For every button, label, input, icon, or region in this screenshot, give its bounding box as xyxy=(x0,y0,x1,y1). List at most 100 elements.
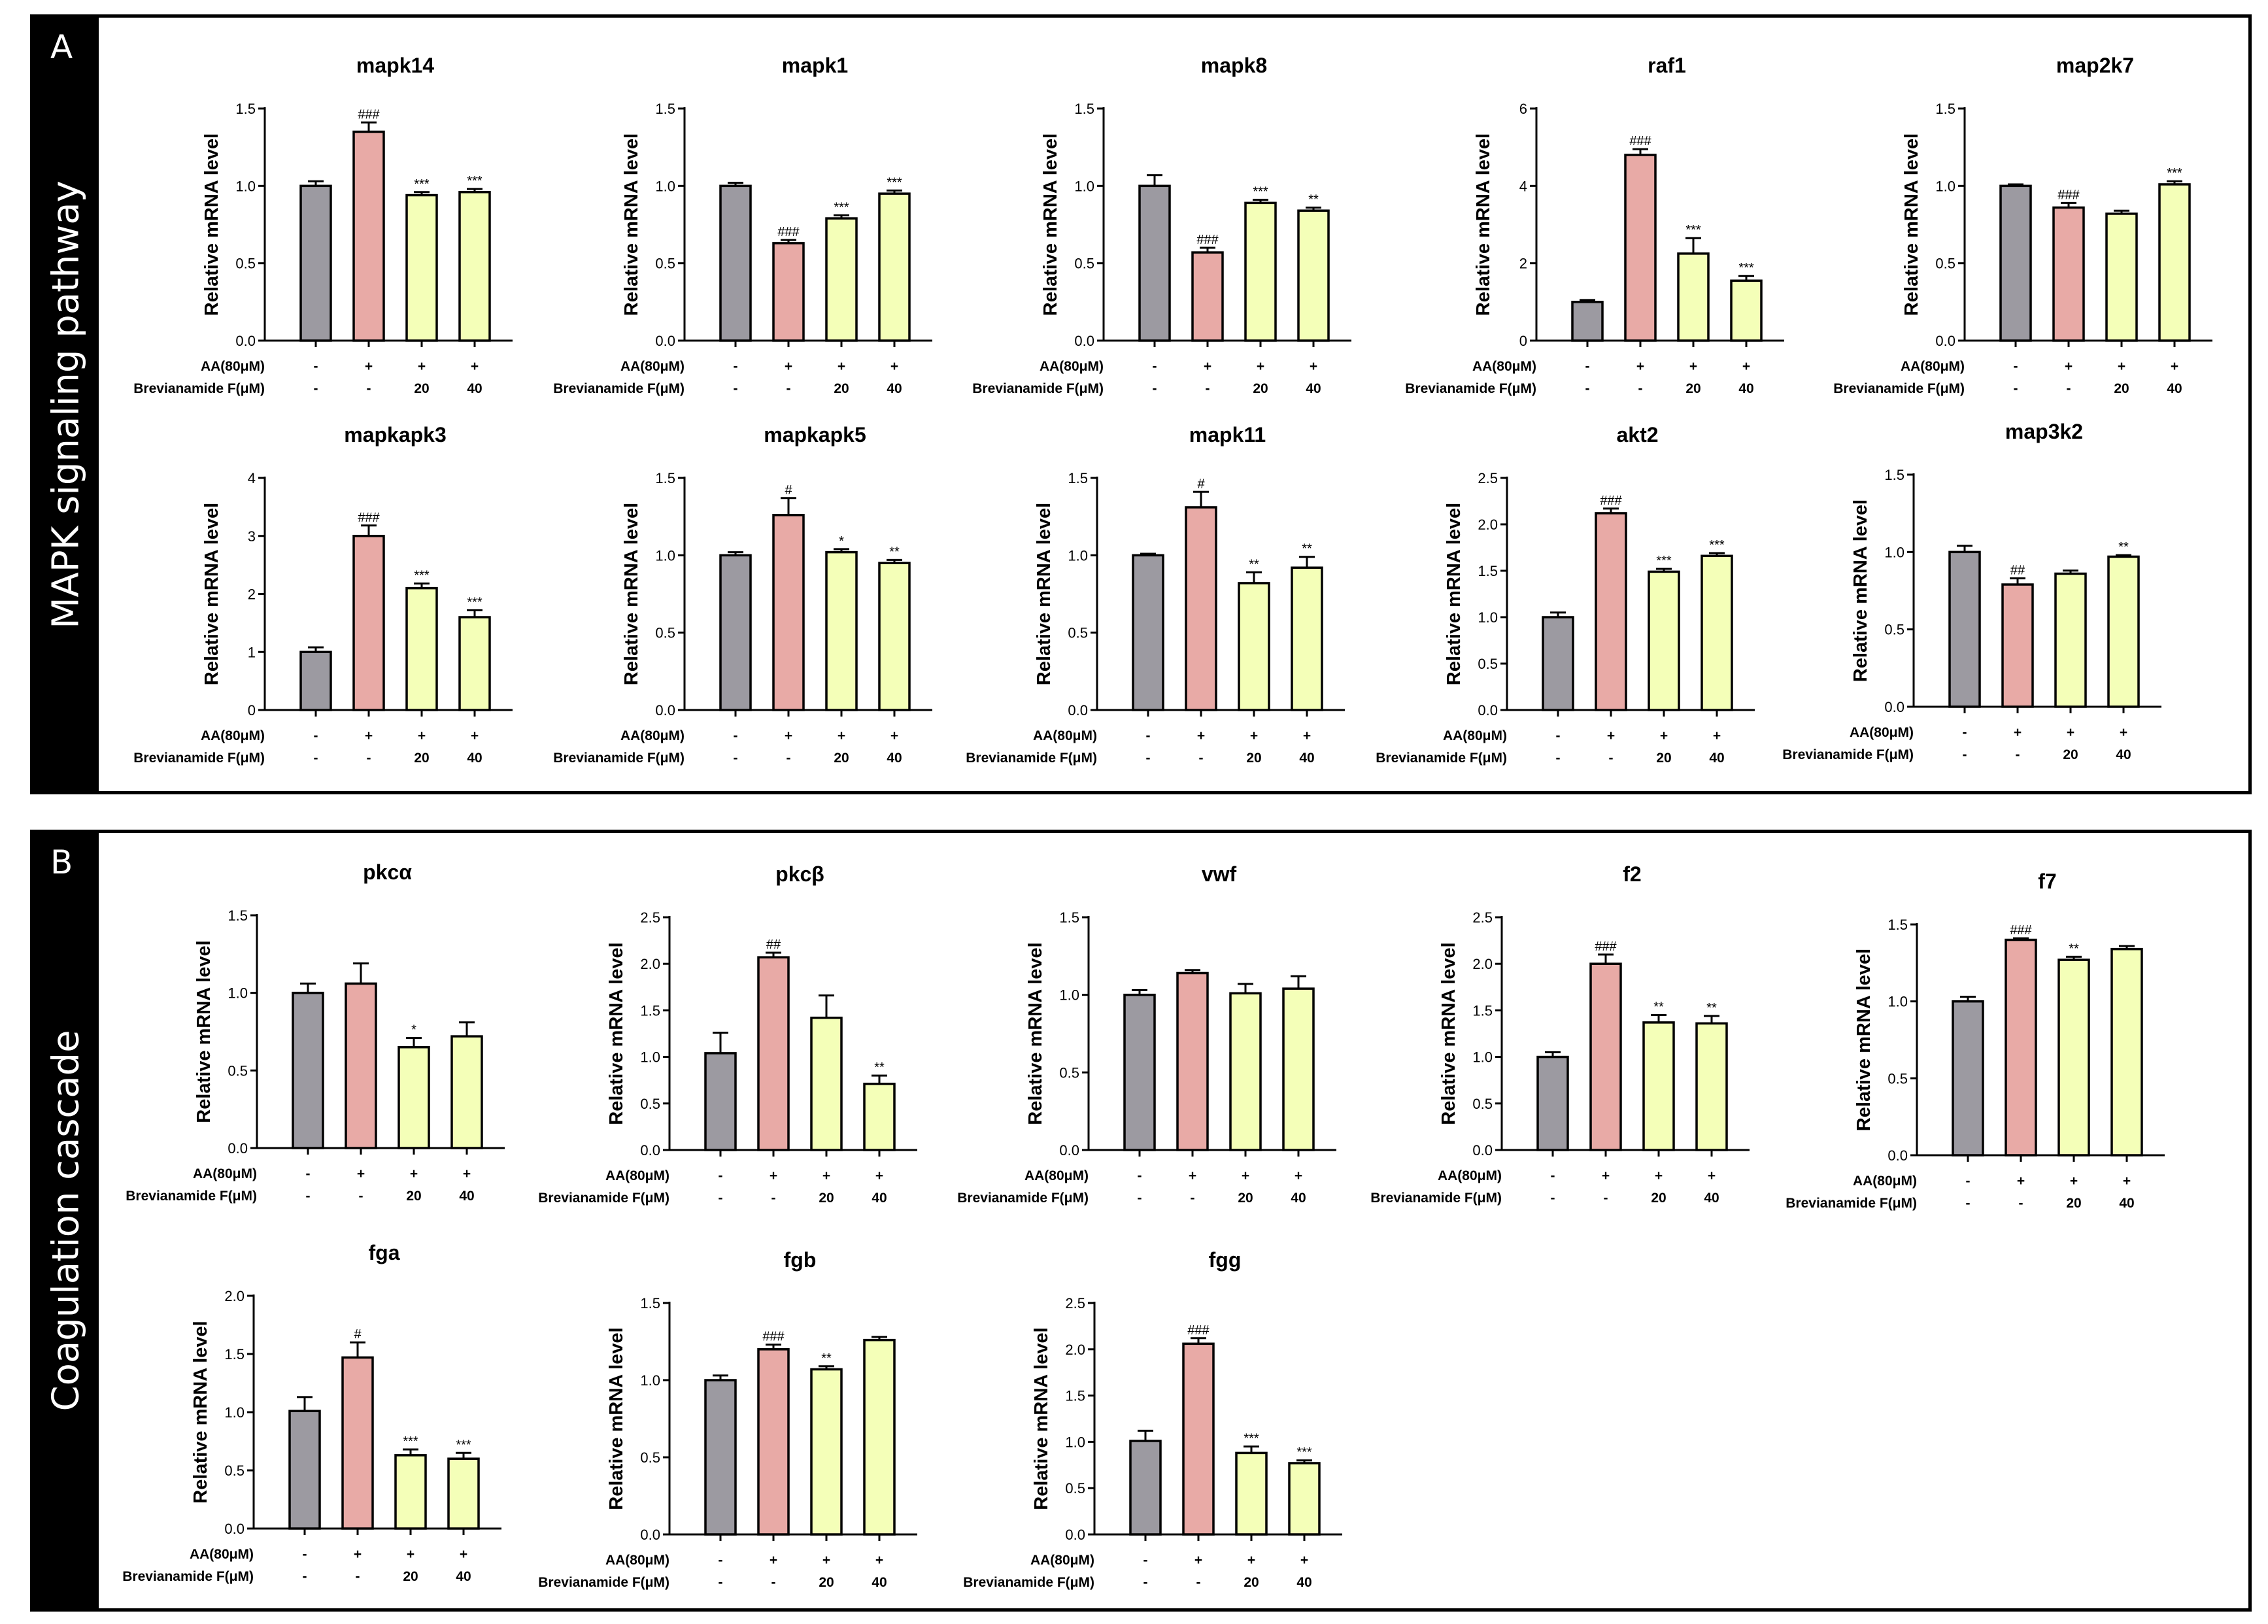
significance-mark: *** xyxy=(1244,1431,1259,1446)
bar xyxy=(719,554,752,711)
y-tick-label: 0.0 xyxy=(655,333,675,349)
group-row-dose: - xyxy=(2067,381,2071,396)
row-label-dose: Brevianamide F(μM) xyxy=(1376,751,1507,766)
y-tick-label: 1.0 xyxy=(1478,609,1498,626)
y-axis-label: Relative mRNA level xyxy=(194,940,214,1123)
group-row-dose: - xyxy=(1556,751,1561,766)
significance-mark: ### xyxy=(1629,134,1651,148)
chart-title: f7 xyxy=(2038,870,2056,893)
chart-pkcβ: pkcβ Relative mRNA level 0.0 0.5 1.0 1.5 2.0 2.… xyxy=(538,862,917,1206)
chart-title: akt2 xyxy=(1616,423,1658,447)
bar xyxy=(1952,1000,1984,1157)
row-label-aa: AA(80μM) xyxy=(605,1168,669,1183)
significance-mark: # xyxy=(354,1327,362,1342)
significance-mark: *** xyxy=(834,200,849,214)
chart-title: mapk1 xyxy=(782,54,848,77)
row-label-aa: AA(80μM) xyxy=(1040,359,1104,374)
y-tick-label: 1.0 xyxy=(235,178,256,194)
group-row-dose: - xyxy=(1191,1191,1195,1206)
chart-map3k2: map3k2 Relative mRNA level 0.0 0.5 1.0 1.5 - - #… xyxy=(1782,420,2161,762)
group-row-dose: 20 xyxy=(414,381,429,396)
y-tick-label: 0.0 xyxy=(1059,1142,1079,1159)
bar xyxy=(1648,570,1680,711)
y-tick-label: 0.5 xyxy=(640,1449,660,1466)
group-row-dose: - xyxy=(359,1189,364,1204)
bar xyxy=(292,991,324,1149)
y-tick-label: 1.0 xyxy=(1068,547,1088,564)
group-row-aa: - xyxy=(1153,359,1157,374)
row-label-aa: AA(80μM) xyxy=(1030,1553,1094,1568)
y-tick-label: 0.5 xyxy=(1935,256,1955,272)
y-tick-label: 1.5 xyxy=(235,101,256,117)
significance-mark: # xyxy=(1197,477,1205,491)
significance-mark: * xyxy=(839,534,844,549)
y-axis-label: Relative mRNA level xyxy=(1438,942,1459,1125)
group-row-dose: 40 xyxy=(872,1575,887,1590)
y-tick-label: 1.5 xyxy=(1068,470,1088,486)
group-row-dose: 20 xyxy=(406,1189,421,1204)
row-label-aa: AA(80μM) xyxy=(1438,1168,1502,1183)
y-tick-label: 4 xyxy=(1519,178,1527,194)
bar xyxy=(810,1368,843,1536)
panel-a-letter: A xyxy=(50,28,73,66)
group-row-dose: - xyxy=(787,751,791,766)
group-row-dose: 40 xyxy=(1738,381,1753,396)
y-axis-label: Relative mRNA level xyxy=(1025,942,1046,1125)
y-axis-label: Relative mRNA level xyxy=(1034,503,1055,685)
bar xyxy=(1297,209,1330,342)
bar xyxy=(1701,554,1733,711)
y-tick-label: 2.0 xyxy=(1472,956,1493,972)
group-row-dose: 40 xyxy=(467,381,482,396)
group-row-aa: + xyxy=(1250,728,1258,743)
row-label-aa: AA(80μM) xyxy=(1024,1168,1089,1183)
group-row-aa: + xyxy=(890,359,898,374)
y-tick-label: 1.0 xyxy=(1065,1434,1085,1450)
row-label-aa: AA(80μM) xyxy=(1850,725,1914,740)
group-row-aa: + xyxy=(875,1553,883,1568)
significance-mark: *** xyxy=(2167,166,2182,180)
group-row-dose: - xyxy=(1963,747,1967,762)
group-row-dose: - xyxy=(1966,1196,1971,1211)
chart-mapkapk3: mapkapk3 Relative mRNA level 0 1 2 3 4 - - ### + - *… xyxy=(133,423,513,766)
panel-b-title: Coagulation cascade xyxy=(44,1030,88,1412)
group-row-dose: 40 xyxy=(1299,751,1314,766)
bar xyxy=(288,1410,321,1530)
y-tick-label: 1.0 xyxy=(1887,994,1908,1010)
chart-fgb: fgb Relative mRNA level 0.0 0.5 1.0 1.5 - - ### +… xyxy=(538,1248,917,1590)
bar xyxy=(1191,251,1224,342)
group-row-dose: 20 xyxy=(2063,747,2078,762)
y-tick-label: 2.5 xyxy=(1472,909,1493,926)
row-label-dose: Brevianamide F(μM) xyxy=(133,381,265,396)
significance-mark: ### xyxy=(777,225,800,239)
y-tick-label: 1.0 xyxy=(655,178,675,194)
y-tick-label: 1.0 xyxy=(1059,987,1079,1004)
row-label-dose: Brevianamide F(μM) xyxy=(1786,1196,1917,1211)
group-row-aa: - xyxy=(1138,1168,1142,1183)
group-row-aa: + xyxy=(2065,359,2073,374)
significance-mark: ### xyxy=(1595,939,1617,954)
y-tick-label: 1.0 xyxy=(655,547,675,564)
significance-mark: ** xyxy=(821,1351,832,1366)
group-row-dose: - xyxy=(367,381,371,396)
group-row-dose: 20 xyxy=(403,1569,418,1584)
group-row-dose: 20 xyxy=(1246,751,1261,766)
group-row-aa: + xyxy=(1242,1168,1249,1183)
group-row-aa: + xyxy=(2067,725,2074,740)
bar xyxy=(1695,1022,1728,1151)
y-tick-label: 1.0 xyxy=(640,1049,660,1066)
group-row-dose: 20 xyxy=(1244,1575,1259,1590)
group-row-dose: - xyxy=(734,751,738,766)
y-tick-label: 1.5 xyxy=(224,1346,245,1362)
bar xyxy=(1235,1451,1268,1536)
y-tick-label: 1.5 xyxy=(655,101,675,117)
y-axis-label: Relative mRNA level xyxy=(621,133,642,316)
group-row-dose: - xyxy=(771,1191,776,1206)
significance-mark: *** xyxy=(1656,554,1672,568)
group-row-dose: - xyxy=(1153,381,1157,396)
bar xyxy=(757,956,790,1151)
bar xyxy=(1589,962,1622,1151)
y-tick-label: 0.5 xyxy=(1068,625,1088,641)
group-row-dose: - xyxy=(1206,381,1210,396)
row-label-aa: AA(80μM) xyxy=(1443,728,1507,743)
group-row-aa: + xyxy=(471,728,479,743)
